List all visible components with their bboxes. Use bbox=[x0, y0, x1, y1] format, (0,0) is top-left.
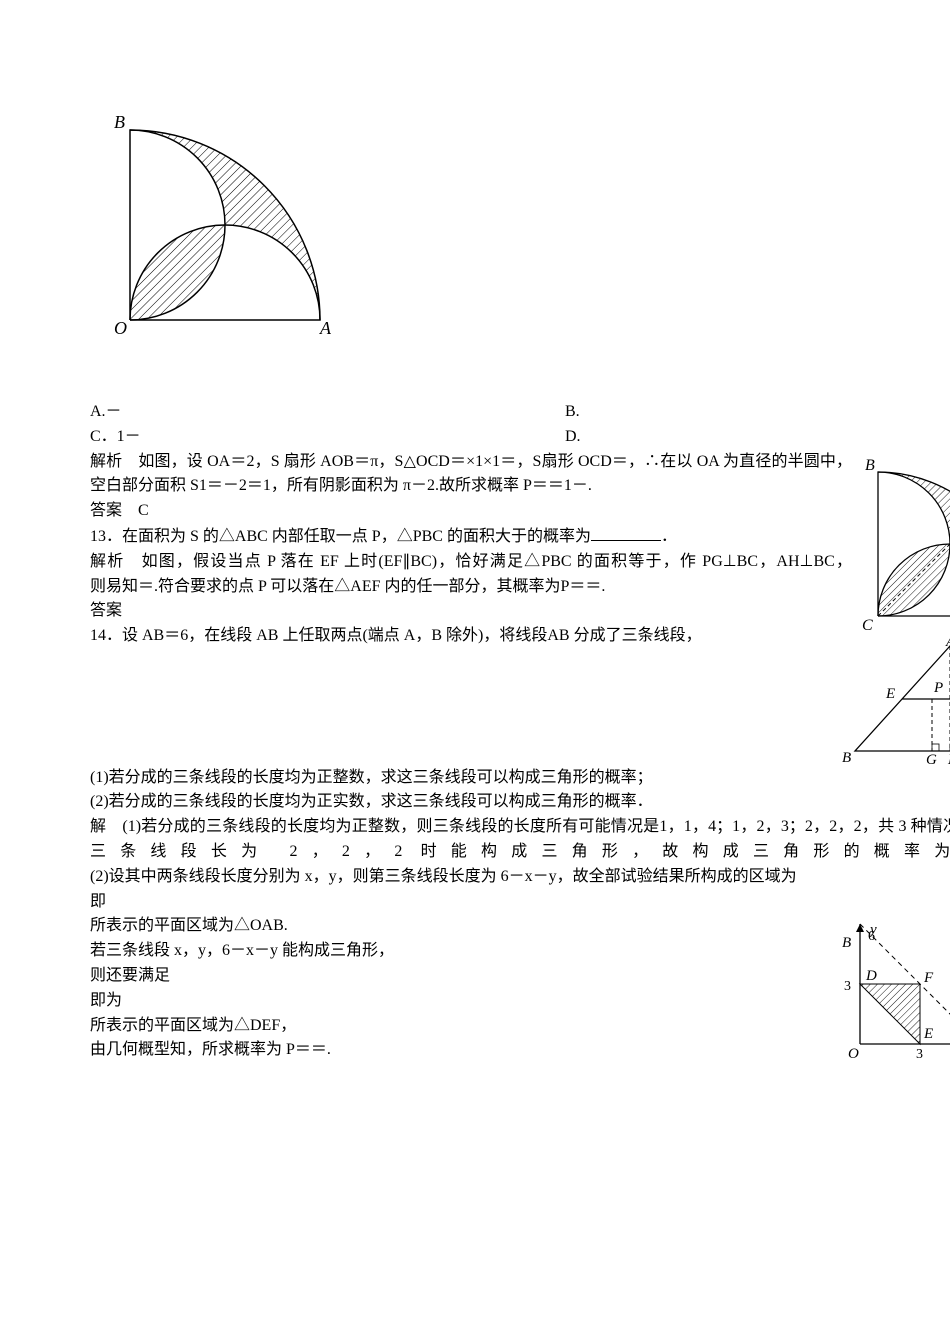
label-O: O bbox=[114, 318, 127, 338]
q14-sol1a: 解 (1)若分成的三条线段的长度均为正整数，则三条线段的长度所有可能情况是1，1… bbox=[90, 815, 950, 865]
option-A: A.－ bbox=[90, 400, 565, 425]
figure-top-quarter-circle: O A B bbox=[110, 110, 950, 340]
r1-C: C bbox=[862, 617, 873, 634]
r3-D: D bbox=[865, 968, 877, 984]
r3-E: E bbox=[923, 1026, 933, 1042]
figure-right-1: B D C A bbox=[860, 454, 950, 634]
r3-three1: 3 bbox=[844, 979, 851, 994]
q14-stem: 14．设 AB＝6，在线段 AB 上任取两点(端点 A，B 除外)，将线段AB … bbox=[90, 624, 950, 649]
r3-O: O bbox=[848, 1046, 859, 1062]
r2-G: G bbox=[926, 752, 937, 766]
label-A: A bbox=[319, 318, 332, 338]
r3-six1: 6 bbox=[868, 929, 875, 944]
r3-three2: 3 bbox=[916, 1047, 923, 1062]
q13-blank bbox=[591, 524, 661, 541]
r3-B: B bbox=[842, 935, 851, 951]
svg-top: O A B bbox=[110, 110, 340, 340]
q13-stem: 13．在面积为 S 的△ABC 内部任取一点 P，△PBC 的面积大于的概率为． bbox=[90, 524, 950, 550]
options-row: A.－ B. C．1－ D. bbox=[90, 400, 950, 450]
option-D: D. bbox=[565, 425, 950, 450]
r2-P: P bbox=[933, 680, 943, 696]
q13-stem-text: 13．在面积为 S 的△ABC 内部任取一点 P，△PBC 的面积大于的概率为 bbox=[90, 528, 591, 545]
figure-right-2: A E P F B G H C bbox=[840, 636, 950, 766]
q14-p1: (1)若分成的三条线段的长度均为正整数，求这三条线段可以构成三角形的概率； bbox=[90, 766, 950, 791]
q12-explain: 解析 如图，设 OA＝2，S 扇形 AOB＝π，S△OCD＝×1×1＝，S扇形 … bbox=[90, 450, 950, 500]
figure-right-3: O y x B 6 3 D F E 3 A 6 bbox=[820, 914, 950, 1074]
r1-B: B bbox=[865, 457, 875, 474]
option-C: C．1－ bbox=[90, 425, 565, 450]
q14-sol2a: (2)设其中两条线段长度分别为 x，y，则第三条线段长度为 6－x－y，故全部试… bbox=[90, 865, 950, 890]
r3-F: F bbox=[923, 970, 934, 986]
label-B: B bbox=[114, 112, 125, 132]
q14-p2: (2)若分成的三条线段的长度均为正实数，求这三条线段可以构成三角形的概率． bbox=[90, 790, 950, 815]
q14-sol2b: 即 bbox=[90, 890, 950, 915]
r2-B: B bbox=[842, 750, 851, 766]
q13-explain1: 解析 如图，假设当点 P 落在 EF 上时(EF∥BC)，恰好满足△PBC 的面… bbox=[90, 550, 950, 575]
option-B: B. bbox=[565, 400, 950, 425]
q13-answer: 答案 bbox=[90, 599, 950, 624]
r2-A: A bbox=[945, 636, 950, 650]
q12-answer: 答案 C bbox=[90, 499, 950, 524]
q13-explain2: 则易知＝.符合要求的点 P 可以落在△AEF 内的任一部分，其概率为P＝＝. bbox=[90, 575, 950, 600]
r2-E: E bbox=[885, 686, 895, 702]
